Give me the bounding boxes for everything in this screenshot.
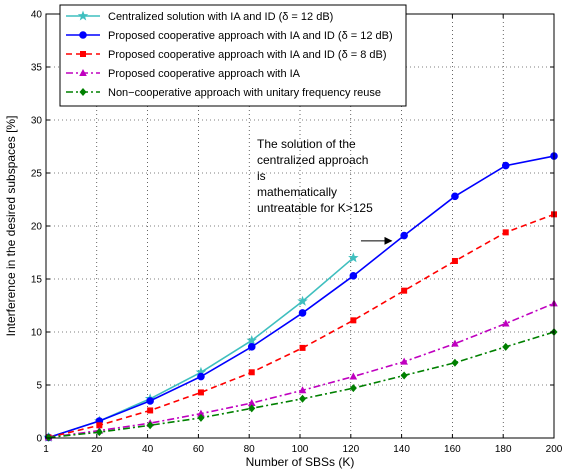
legend-label: Proposed cooperative approach with IA: [108, 68, 301, 80]
data-point: [248, 404, 256, 413]
data-point: [400, 371, 408, 380]
x-tick-label: 180: [495, 444, 512, 455]
legend-entry: Non−cooperative approach with unitary fr…: [66, 87, 381, 99]
x-tick-label: 80: [244, 444, 256, 455]
x-tick-label: 120: [342, 444, 359, 455]
data-point: [350, 317, 357, 324]
data-point: [298, 386, 307, 394]
data-point: [297, 295, 308, 306]
legend-label: Non−cooperative approach with unitary fr…: [108, 87, 381, 99]
y-tick-label: 0: [36, 434, 42, 445]
x-tick-label: 200: [546, 444, 563, 455]
data-point: [400, 231, 408, 240]
legend-entry: Centralized solution with IA and ID (δ =…: [66, 10, 333, 23]
legend-label: Proposed cooperative approach with IA an…: [108, 30, 393, 42]
annotation: The solution of the centralized approach i…: [257, 137, 393, 245]
y-tick-label: 35: [31, 63, 43, 74]
x-tick-label: 140: [393, 444, 410, 455]
data-point: [147, 407, 154, 414]
data-point: [451, 358, 459, 367]
data-point: [401, 287, 408, 294]
y-tick-label: 20: [31, 222, 43, 233]
data-point: [299, 344, 306, 351]
annotation-text: untreatable for K>125: [257, 201, 373, 215]
data-point: [197, 372, 205, 381]
data-point: [451, 257, 458, 264]
legend: Centralized solution with IA and ID (δ =…: [59, 4, 407, 107]
x-tick-label: 20: [91, 444, 103, 455]
x-tick-label: 100: [292, 444, 309, 455]
y-tick-label: 40: [31, 10, 43, 21]
y-tick-label: 30: [31, 116, 43, 127]
data-point: [348, 252, 359, 263]
axis-ticks: 1 20 40 60 80 100 120 140 160 180 2000510152025303…: [31, 10, 563, 456]
legend-entry: Proposed cooperative approach with IA: [66, 68, 301, 80]
legend-box: [59, 4, 407, 107]
data-point: [298, 309, 307, 317]
annotation-text: The solution of the: [257, 137, 356, 151]
annotation-text: mathematically: [257, 185, 337, 199]
legend-marker: [79, 69, 87, 76]
annotation-text: centralized approach: [257, 153, 368, 167]
data-point: [146, 421, 154, 430]
data-point: [195, 366, 207, 377]
x-axis-label: Number of SBSs (K): [246, 455, 355, 469]
grid-lines: [46, 14, 554, 438]
data-point: [248, 369, 255, 376]
data-point: [501, 161, 510, 170]
data-point: [247, 399, 256, 407]
data-point: [501, 319, 510, 327]
y-tick-label: 10: [31, 328, 43, 339]
data-point: [247, 343, 256, 351]
x-tick-label: 160: [444, 444, 461, 455]
y-tick-label: 15: [31, 275, 43, 286]
data-point: [197, 389, 204, 396]
data-point: [95, 428, 103, 437]
series-layer: [43, 152, 558, 442]
legend-marker: [79, 31, 87, 39]
data-point: [349, 272, 358, 280]
legend-marker: [79, 88, 87, 96]
data-point: [197, 413, 205, 422]
y-axis-label: Interference in the desired subspaces [%…: [4, 116, 18, 337]
data-point: [45, 433, 53, 442]
x-tick-label: 60: [193, 444, 205, 455]
data-point: [349, 384, 357, 393]
data-point: [451, 192, 459, 201]
annotation-text: is: [257, 169, 266, 183]
data-point: [96, 422, 103, 429]
legend-marker: [80, 51, 86, 57]
legend-marker: [77, 10, 89, 21]
x-tick-label: 40: [142, 444, 154, 455]
data-point: [451, 339, 459, 347]
series-5: [45, 328, 558, 442]
data-point: [197, 409, 205, 417]
legend-entry: Proposed cooperative approach with IA an…: [66, 49, 387, 61]
y-tick-label: 25: [31, 169, 43, 180]
legend-label: Centralized solution with IA and ID (δ =…: [108, 11, 333, 23]
data-point: [502, 342, 510, 351]
y-tick-label: 5: [36, 381, 42, 392]
legend-entry: Proposed cooperative approach with IA an…: [66, 30, 393, 42]
data-point: [400, 357, 408, 365]
legend-label: Proposed cooperative approach with IA an…: [108, 49, 387, 61]
data-point: [146, 397, 154, 405]
data-point: [299, 394, 307, 403]
data-point: [502, 229, 509, 236]
data-point: [349, 372, 358, 380]
data-point: [246, 334, 257, 345]
x-tick-label: 1: [43, 444, 49, 455]
